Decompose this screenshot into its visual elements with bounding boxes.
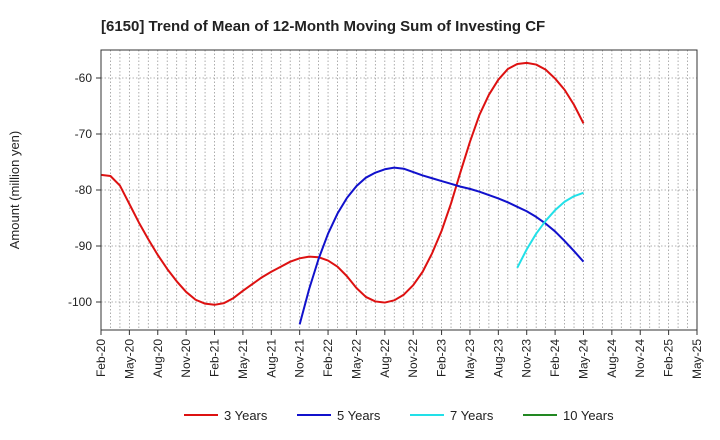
x-tick-label: Feb-20 — [94, 339, 108, 377]
x-tick-label: Nov-23 — [520, 339, 534, 378]
y-tick-label: -90 — [75, 239, 93, 253]
y-tick-label: -60 — [75, 71, 93, 85]
legend-label: 3 Years — [224, 408, 268, 423]
series-line-2 — [298, 166, 585, 325]
y-tick-label: -80 — [75, 183, 93, 197]
x-tick-label: Aug-23 — [491, 339, 505, 378]
series-line-1 — [100, 61, 585, 306]
x-tick-label: Aug-21 — [264, 339, 278, 378]
plot-frame — [100, 49, 698, 331]
x-tick-label: Feb-25 — [662, 339, 676, 377]
y-tick-labels: -60 -70 -80 -90 -100 — [68, 71, 101, 309]
x-tick-label: Feb-22 — [321, 339, 335, 377]
x-tick-label: Nov-21 — [293, 339, 307, 378]
legend-label: 10 Years — [563, 408, 614, 423]
grid — [101, 50, 697, 330]
x-tick-label: Aug-22 — [378, 339, 392, 378]
x-tick-label: Feb-24 — [548, 339, 562, 377]
x-tick-label: May-23 — [463, 339, 477, 379]
series-line-3 — [516, 191, 584, 269]
legend-label: 7 Years — [450, 408, 494, 423]
x-tick-label: Nov-22 — [406, 339, 420, 378]
x-tick-label: May-22 — [349, 339, 363, 379]
legend: 3 Years 5 Years 7 Years 10 Years — [184, 408, 614, 423]
x-tick-label: Nov-20 — [179, 339, 193, 378]
chart-title: [6150] Trend of Mean of 12-Month Moving … — [101, 18, 545, 35]
y-tick-label: -70 — [75, 127, 93, 141]
y-axis-label: Amount (million yen) — [7, 131, 22, 250]
y-tick-label: -100 — [68, 295, 92, 309]
x-tick-label: Aug-20 — [151, 339, 165, 378]
series-lines — [100, 61, 585, 325]
x-tick-label: Aug-24 — [605, 339, 619, 378]
x-tick-label: May-21 — [236, 339, 250, 379]
x-tick-label: May-20 — [122, 339, 136, 379]
x-tick-label: May-24 — [576, 339, 590, 379]
x-tick-label: Feb-21 — [208, 339, 222, 377]
x-tick-label: Nov-24 — [633, 339, 647, 378]
x-tick-label: May-25 — [690, 339, 704, 379]
x-tick-label: Feb-23 — [435, 339, 449, 377]
legend-label: 5 Years — [337, 408, 381, 423]
x-tick-labels: Feb-20 May-20 Aug-20 Nov-20 Feb-21 May-21 Aug-… — [94, 330, 704, 379]
